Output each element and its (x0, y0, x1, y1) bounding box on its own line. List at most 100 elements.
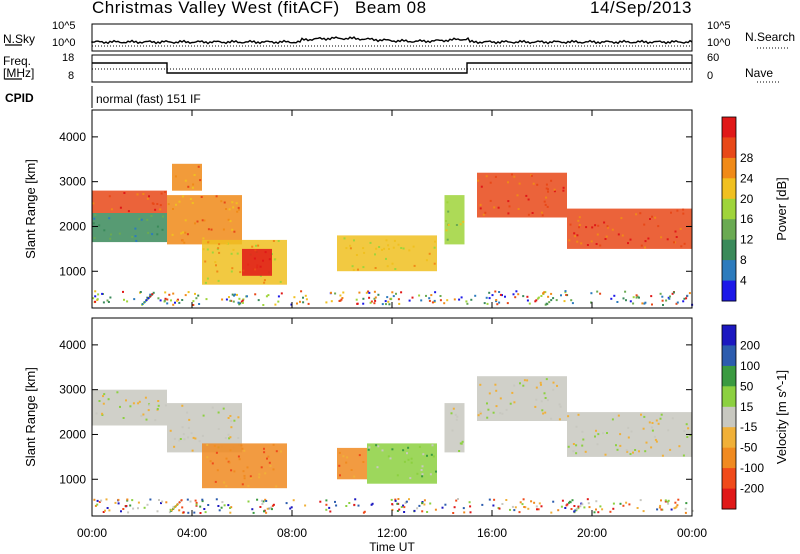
power-speckle (151, 202, 154, 205)
power-speckle (119, 206, 122, 209)
velocity-speckle (358, 454, 361, 457)
velocity-noise (143, 506, 146, 509)
velocity-speckle (611, 418, 614, 421)
velocity-speckle (594, 435, 596, 438)
power-speckle (94, 213, 97, 216)
power-speckle (517, 208, 520, 210)
power-noise (174, 301, 176, 304)
power-speckle (218, 251, 221, 254)
velocity-speckle (387, 455, 390, 458)
power-speckle (210, 228, 213, 231)
velocity-speckle (416, 472, 419, 475)
cpid-label: CPID (5, 91, 34, 105)
x-tick-label: 20:00 (577, 526, 607, 540)
power-speckle (218, 243, 221, 246)
power-noise (629, 300, 632, 303)
velocity-noise (397, 498, 400, 500)
power-noise (147, 297, 150, 300)
velocity-noise (612, 502, 615, 505)
velocity-speckle (243, 477, 246, 480)
velocity-noise (176, 503, 179, 506)
velocity-speckle (362, 461, 365, 463)
power-speckle (676, 209, 679, 212)
power-noise (164, 297, 167, 300)
velocity-speckle (604, 453, 607, 456)
velocity-region-3 (337, 447, 367, 480)
power-noise (198, 303, 201, 305)
power-speckle (489, 181, 492, 184)
power-speckle (98, 224, 101, 227)
power-speckle (194, 222, 196, 225)
velocity-noise (262, 500, 265, 503)
velocity-speckle (246, 466, 249, 469)
power-speckle (516, 194, 519, 197)
velocity-speckle (552, 388, 555, 391)
power-colorbar-frame (721, 116, 737, 302)
power-noise (342, 291, 345, 294)
velocity-noise (457, 498, 459, 500)
velocity-noise (265, 500, 268, 502)
velocity-speckle (402, 449, 405, 452)
velocity-noise (658, 506, 661, 509)
power-speckle (233, 230, 236, 233)
power-speckle (207, 241, 210, 244)
power-speckle (92, 222, 95, 225)
velocity-speckle (381, 449, 384, 452)
velocity-noise (371, 502, 374, 505)
power-noise (373, 297, 376, 300)
velocity-speckle (169, 429, 172, 432)
y-tick-label: 1000 (59, 264, 86, 278)
velocity-noise (550, 511, 553, 514)
x-tick-label: 00:00 (677, 526, 707, 540)
power-speckle (147, 231, 150, 234)
velocity-speckle (137, 402, 140, 405)
power-speckle (604, 238, 607, 240)
velocity-noise (560, 505, 563, 508)
power-speckle (225, 208, 227, 210)
beam-title: Beam 08 (355, 0, 427, 17)
power-speckle (343, 237, 346, 240)
power-noise (232, 300, 235, 303)
velocity-speckle (542, 412, 545, 415)
velocity-noise (566, 503, 569, 506)
velocity-noise (426, 511, 429, 513)
power-noise (340, 298, 343, 301)
power-speckle (574, 235, 577, 238)
velocity-noise (189, 500, 192, 503)
power-speckle (193, 174, 196, 176)
power-noise (163, 299, 166, 302)
power-noise (341, 297, 344, 299)
power-noise (241, 299, 244, 302)
power-speckle (627, 242, 629, 245)
power-colorbar-tick: 24 (740, 171, 754, 185)
power-speckle (187, 185, 190, 188)
power-speckle (214, 261, 217, 264)
power-speckle (154, 208, 157, 211)
power-noise (293, 296, 296, 299)
velocity-noise (174, 505, 177, 508)
velocity-colorbar-cell (722, 488, 736, 510)
velocity-noise (100, 499, 103, 502)
power-noise (274, 303, 277, 306)
velocity-noise (452, 512, 455, 514)
velocity-noise (182, 511, 185, 514)
nsearch-tick-high: 10^5 (707, 20, 731, 32)
power-noise (109, 296, 112, 299)
velocity-speckle (230, 420, 233, 423)
power-noise (236, 293, 238, 296)
power-noise (265, 295, 268, 298)
velocity-speckle (596, 443, 599, 446)
velocity-speckle (338, 451, 341, 454)
velocity-speckle (650, 426, 653, 429)
velocity-noise (403, 506, 406, 509)
power-noise (139, 291, 142, 293)
power-noise (446, 299, 449, 302)
power-speckle (362, 247, 365, 250)
power-noise (460, 296, 463, 299)
velocity-speckle (173, 437, 176, 440)
power-speckle (580, 242, 583, 245)
velocity-noise (595, 508, 597, 511)
power-noise (672, 291, 675, 294)
power-noise (373, 290, 376, 293)
